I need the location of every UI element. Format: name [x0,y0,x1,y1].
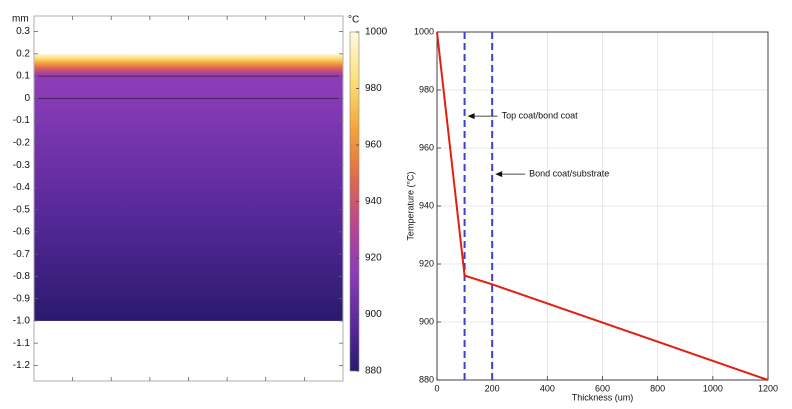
y-tick-label: 960 [419,142,434,152]
y-tick-label: 0 [24,93,30,104]
y-tick-label: 0.3 [16,26,30,37]
y-tick-label: 880 [419,374,434,384]
y-tick-label: -0.7 [13,249,31,260]
y-tick-label: 940 [419,200,434,210]
y-axis-label: Temperature (°C) [405,171,415,240]
y-tick-label: 920 [419,258,434,268]
y-tick-label: -0.8 [13,271,31,282]
temperature-series-line [436,31,769,381]
colorbar-tick-label: 980 [365,83,382,94]
temperature-field [34,53,343,321]
y-tick-label: -0.4 [13,182,31,193]
annotation-label: Bond coat/substrate [529,168,609,178]
colorbar-tick-label: 880 [365,366,382,377]
annotation-label: Top coat/bond coat [502,110,579,120]
colorbar-unit-label: °C [348,15,359,26]
x-tick-label: 1000 [703,383,723,393]
colorbar-tick-label: 1000 [365,27,388,38]
annotation-arrow-head [467,113,475,120]
x-tick-label: 200 [485,383,500,393]
colorbar-tick-label: 920 [365,253,382,264]
y-tick-label: 0.2 [16,48,30,59]
colorbar-tick-label: 940 [365,196,382,207]
y-tick-label: 980 [419,84,434,94]
x-tick-label: 1200 [758,383,778,393]
x-tick-label: 800 [650,383,665,393]
y-tick-label: -1.2 [13,360,31,371]
y-unit-label: mm [12,14,29,25]
x-tick-label: 400 [540,383,555,393]
y-tick-label: 0.1 [16,71,30,82]
temperature-vs-thickness-chart: 0 200 400 600 800 1000 1200 880 900 920 940 960 980 1… [405,26,778,402]
annotation-arrow-head [495,171,503,178]
y-tick-label: 900 [419,316,434,326]
y-tick-label: -0.6 [13,227,31,238]
x-tick-label: 600 [595,383,610,393]
y-tick-label: -1.1 [13,338,31,349]
y-tick-label: -0.1 [13,115,31,126]
y-tick-label: -0.9 [13,293,31,304]
y-tick-label: -0.5 [13,204,31,215]
y-tick-label: 1000 [414,26,434,36]
colorbar-tick-label: 960 [365,140,382,151]
y-tick-label: -1.0 [13,316,31,327]
x-tick-label: 0 [434,383,439,393]
y-tick-label: -0.3 [13,160,31,171]
y-tick-label: -0.2 [13,138,31,149]
temperature-field-plot: 0.3 0.2 0.1 0 -0.1 -0.2 -0.3 -0.4 -0.5 -0.6 -0.7 -0… [12,14,388,382]
colorbar-tick-label: 900 [365,309,382,320]
x-axis-label: Thickness (um) [572,392,634,402]
